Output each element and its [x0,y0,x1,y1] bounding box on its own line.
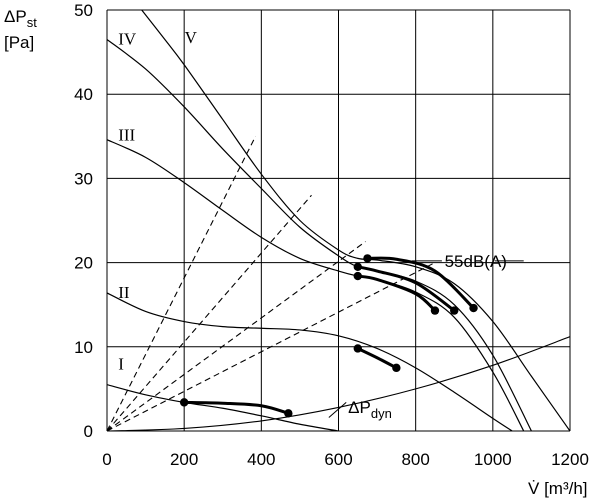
noise-point [353,262,362,272]
y-tick-label: 20 [74,254,93,273]
fan-curve-III [107,139,525,431]
system-curve [107,262,436,431]
y-axis-label: ΔPst [4,7,37,30]
dyn-label: ΔPdyn [348,398,392,421]
curve-label-II: II [118,283,130,302]
y-axis-unit: [Pa] [4,33,34,52]
curve-label-III: III [118,126,135,145]
x-tick-label: 400 [247,450,275,469]
noise-point [353,271,362,281]
noise-point [179,398,189,407]
noise-point [392,363,401,373]
dyn-leader [328,401,347,418]
curve-label-V: V [185,28,198,47]
x-tick-label: 0 [102,450,111,469]
x-tick-label: 600 [324,450,352,469]
x-tick-label: 1200 [551,450,589,469]
x-tick-label: 800 [401,450,429,469]
noise-line-segment [182,400,290,415]
system-curve [107,194,312,431]
noise-point [353,344,362,353]
tick-labels: 0 200 400 600 800 1000 1200 0 10 20 30 40 50 [74,1,589,469]
noise-point [450,306,459,315]
noise-line-segment [356,265,456,313]
grid [106,9,571,432]
fan-curve-I [107,384,339,431]
series [107,10,570,431]
x-tick-label: 200 [170,450,198,469]
noise-point [469,303,478,313]
x-axis-label: V̇ [m³/h] [528,479,588,498]
noise-point [363,254,372,263]
y-tick-label: 40 [74,85,93,104]
fan-curve-V [141,10,570,431]
y-tick-label: 0 [84,422,93,441]
noise-line-segment [365,256,476,310]
system-curve [107,136,257,431]
y-tick-label: 10 [74,338,93,357]
fan-curve-II [107,292,513,431]
fan-curve-IV [107,38,532,431]
dynamic-pressure-curve [107,336,570,431]
noise-label: 55dB(A) [445,252,507,271]
x-tick-label: 1000 [474,450,512,469]
y-tick-label: 50 [74,1,93,20]
noise-point [430,306,440,315]
curve-label-I: I [118,355,124,374]
noise-line-segment [356,274,437,313]
y-tick-label: 30 [74,169,93,188]
curve-label-IV: IV [118,30,137,49]
noise-line-segment [356,346,398,370]
system-curve [107,241,366,431]
noise-point [284,409,293,418]
